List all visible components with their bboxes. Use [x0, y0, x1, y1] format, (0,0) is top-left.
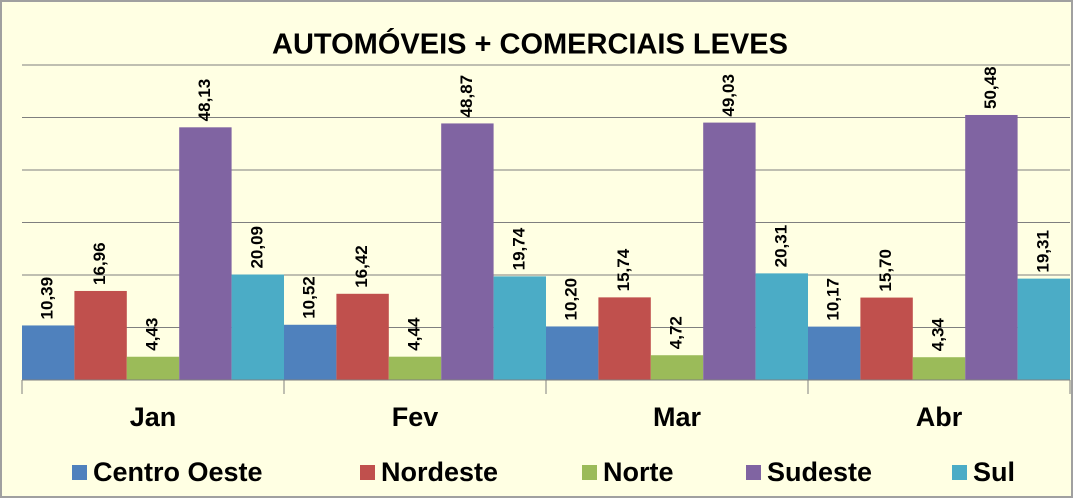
x-tick-label: Abr	[916, 402, 963, 432]
bar	[912, 357, 966, 380]
data-label: 4,44	[404, 317, 423, 351]
legend-label: Nordeste	[381, 457, 498, 487]
data-label: 16,42	[352, 245, 371, 288]
x-tick-label: Jan	[130, 402, 177, 432]
data-label: 15,74	[614, 248, 633, 291]
bar	[860, 297, 913, 380]
chart-title: AUTOMÓVEIS + COMERCIAIS LEVES	[272, 27, 788, 61]
legend-swatch	[952, 465, 967, 480]
data-label: 10,39	[38, 277, 57, 320]
data-label: 4,43	[142, 318, 161, 351]
legend-swatch	[746, 465, 761, 480]
bar	[546, 326, 599, 380]
data-label: 10,20	[562, 278, 581, 321]
data-label: 10,52	[300, 276, 319, 319]
bar	[441, 123, 494, 381]
bar	[1017, 278, 1070, 380]
legend-swatch	[360, 465, 375, 480]
legend-swatch	[582, 465, 597, 480]
data-label: 48,13	[195, 79, 214, 122]
data-label: 50,48	[981, 66, 1000, 109]
data-label: 19,31	[1033, 230, 1052, 273]
bar	[493, 276, 546, 380]
bar	[755, 273, 808, 380]
legend-swatch	[72, 465, 87, 480]
legend-label: Norte	[603, 457, 674, 487]
data-label: 20,31	[771, 225, 790, 268]
bar	[598, 297, 651, 380]
bar	[74, 290, 127, 380]
data-label: 48,87	[457, 75, 476, 118]
bar	[965, 114, 1018, 380]
data-label: 16,96	[90, 242, 109, 285]
bar	[650, 355, 704, 380]
data-label: 15,70	[876, 249, 895, 292]
bar	[703, 122, 756, 380]
x-tick-label: Mar	[653, 402, 702, 432]
bar	[126, 356, 180, 380]
bar	[22, 325, 75, 380]
bar	[179, 127, 232, 380]
bar	[231, 274, 284, 380]
data-label: 4,34	[928, 318, 947, 352]
bar	[808, 326, 861, 380]
bar	[336, 293, 389, 380]
data-label: 49,03	[719, 74, 738, 117]
legend-label: Sul	[973, 457, 1015, 487]
x-tick-label: Fev	[392, 402, 439, 432]
data-label: 19,74	[509, 227, 528, 270]
data-label: 4,72	[666, 316, 685, 349]
legend-label: Centro Oeste	[93, 457, 263, 487]
data-label: 20,09	[247, 226, 266, 269]
bar	[388, 356, 442, 380]
legend-label: Sudeste	[767, 457, 872, 487]
bar	[284, 324, 337, 380]
data-label: 10,17	[824, 278, 843, 321]
